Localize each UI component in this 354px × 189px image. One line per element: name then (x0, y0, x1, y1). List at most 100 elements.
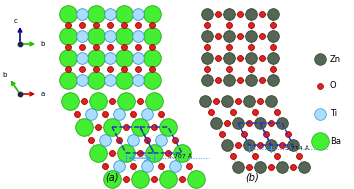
Point (235, 99, 241, 102)
Point (88, 112, 94, 115)
Point (144, 164, 150, 167)
Text: (b): (b) (245, 173, 259, 183)
Point (93, 57, 99, 60)
Point (226, 78, 232, 81)
Point (257, 166, 263, 169)
Point (165, 125, 171, 129)
Point (149, 23, 155, 26)
Point (79, 57, 85, 60)
Point (290, 166, 296, 169)
Point (270, 23, 276, 26)
Point (204, 46, 210, 49)
Point (17, 92, 23, 95)
Point (248, 23, 254, 26)
Point (137, 99, 143, 102)
Point (135, 12, 141, 15)
Point (95, 99, 101, 102)
Text: a: a (41, 91, 45, 97)
Point (241, 132, 246, 136)
Point (274, 154, 279, 157)
Point (226, 57, 232, 60)
Point (246, 99, 252, 102)
Point (116, 112, 122, 115)
Point (259, 78, 265, 81)
Point (186, 164, 192, 167)
Point (317, 112, 323, 115)
Point (317, 57, 323, 60)
Point (121, 12, 127, 15)
Point (123, 152, 129, 155)
Point (88, 139, 94, 142)
Point (263, 132, 268, 136)
Point (202, 99, 208, 102)
Point (107, 12, 113, 15)
Point (204, 23, 210, 26)
Point (123, 99, 129, 102)
Point (93, 78, 99, 81)
Point (137, 125, 143, 129)
Point (237, 57, 243, 60)
Point (151, 177, 157, 180)
Point (257, 143, 263, 146)
Point (123, 177, 129, 180)
Point (121, 67, 127, 70)
Point (279, 166, 285, 169)
Point (65, 23, 71, 26)
Point (79, 34, 85, 37)
Point (248, 67, 254, 70)
Point (107, 67, 113, 70)
Point (252, 154, 257, 157)
Point (67, 99, 73, 102)
Point (235, 122, 241, 125)
Point (93, 12, 99, 15)
Point (301, 166, 307, 169)
Point (226, 46, 232, 49)
Point (213, 122, 219, 125)
Point (158, 164, 164, 167)
Point (235, 166, 241, 169)
Point (107, 57, 113, 60)
Point (204, 78, 210, 81)
Point (65, 67, 71, 70)
Point (248, 78, 254, 81)
Point (107, 46, 113, 49)
Point (109, 152, 115, 155)
Point (165, 177, 171, 180)
Point (226, 12, 232, 15)
Point (79, 12, 85, 15)
Text: Ba: Ba (330, 136, 341, 146)
Point (246, 166, 252, 169)
Text: (a): (a) (105, 173, 119, 183)
Point (149, 67, 155, 70)
Point (65, 78, 71, 81)
Point (215, 34, 221, 37)
Point (219, 132, 224, 136)
Point (116, 139, 122, 142)
Point (204, 34, 210, 37)
Point (270, 78, 276, 81)
Point (257, 99, 263, 102)
Point (65, 12, 71, 15)
Point (79, 78, 85, 81)
Point (257, 122, 263, 125)
Point (151, 125, 157, 129)
Point (248, 34, 254, 37)
Point (193, 177, 199, 180)
Point (172, 139, 178, 142)
Point (17, 43, 23, 46)
Point (135, 57, 141, 60)
Point (144, 139, 150, 142)
Point (109, 177, 115, 180)
Point (226, 67, 232, 70)
Point (135, 34, 141, 37)
Point (204, 57, 210, 60)
Point (215, 57, 221, 60)
Point (268, 166, 274, 169)
Point (137, 177, 143, 180)
Point (230, 154, 235, 157)
Point (109, 125, 115, 129)
Point (270, 34, 276, 37)
Point (230, 111, 235, 114)
Point (107, 34, 113, 37)
Point (81, 125, 87, 129)
